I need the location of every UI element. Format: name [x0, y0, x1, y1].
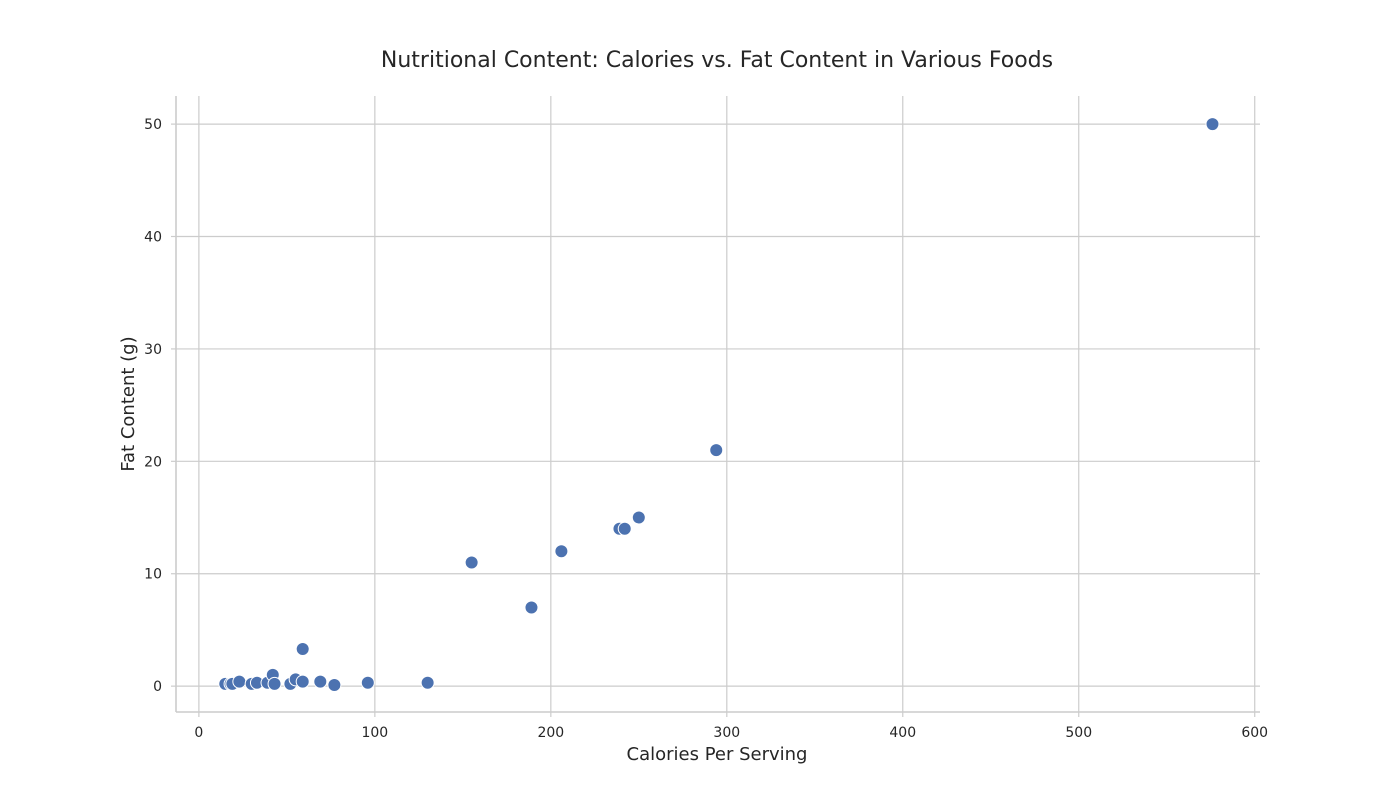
y-tick-label: 50 — [144, 117, 162, 133]
scatter-point — [420, 675, 435, 690]
scatter-point — [232, 674, 247, 689]
x-tick-label: 200 — [537, 725, 564, 741]
scatter-point — [295, 642, 310, 657]
scatter-point — [709, 443, 724, 458]
scatter-point — [464, 555, 479, 570]
y-tick-label: 20 — [144, 454, 162, 470]
y-axis-label: Fat Content (g) — [118, 336, 139, 471]
x-tick-label: 600 — [1241, 725, 1268, 741]
chart-title: Nutritional Content: Calories vs. Fat Co… — [381, 48, 1053, 73]
scatter-point — [360, 675, 375, 690]
x-tick-label: 500 — [1065, 725, 1092, 741]
scatter-point — [631, 510, 646, 525]
scatter-point — [267, 676, 282, 691]
data-points — [218, 117, 1220, 693]
axes — [171, 96, 1260, 717]
scatter-point — [554, 544, 569, 559]
x-tick-label: 0 — [194, 725, 203, 741]
grid-lines — [176, 96, 1260, 712]
x-axis-label: Calories Per Serving — [627, 744, 808, 765]
tick-labels: 0 100 200 300 400 500 600 0 10 20 30 40 50 — [144, 117, 1268, 741]
y-tick-label: 40 — [144, 230, 162, 246]
scatter-point — [313, 674, 328, 689]
scatter-point — [327, 678, 342, 693]
x-tick-label: 400 — [889, 725, 916, 741]
y-tick-label: 30 — [144, 342, 162, 358]
scatter-point — [617, 521, 632, 536]
x-tick-label: 100 — [361, 725, 388, 741]
y-tick-label: 10 — [144, 567, 162, 583]
x-tick-label: 300 — [713, 725, 740, 741]
scatter-point — [524, 600, 539, 615]
scatter-point — [1205, 117, 1220, 132]
scatter-point — [295, 674, 310, 689]
y-tick-label: 0 — [153, 679, 162, 695]
